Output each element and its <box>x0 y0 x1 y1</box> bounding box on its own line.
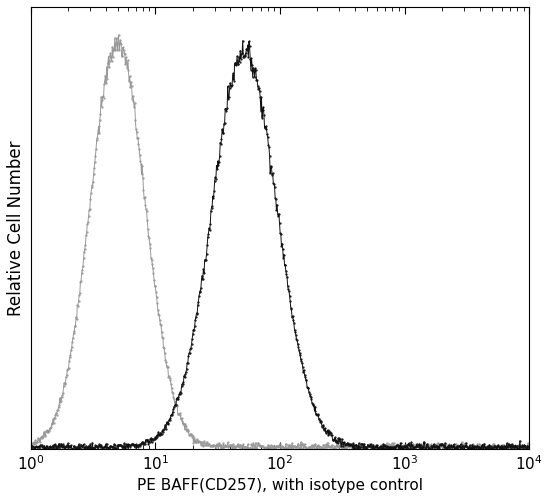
Y-axis label: Relative Cell Number: Relative Cell Number <box>7 140 25 316</box>
X-axis label: PE BAFF(CD257), with isotype control: PE BAFF(CD257), with isotype control <box>137 478 423 493</box>
